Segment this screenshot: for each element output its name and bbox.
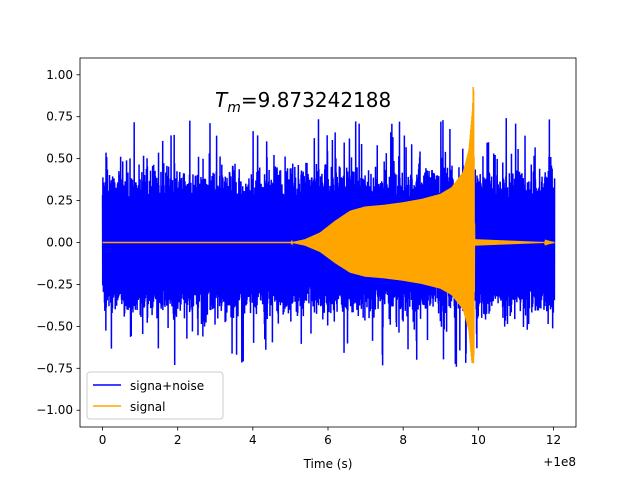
y-tick-label: 0.75 [46,110,73,124]
x-axis-offset-label: +1e8 [543,455,576,469]
series-line-signa-noise [101,118,556,367]
y-axis: −1.00 −0.75 −0.50 −0.25 0.00 0.25 0.50 0.75 1.00 [36,68,80,417]
y-tick-label: 0.50 [46,152,73,166]
legend: signa+noise signal [86,371,224,420]
x-axis-label: Time (s) [303,457,353,471]
legend-box [86,371,224,420]
y-tick-label: −0.50 [36,319,73,333]
x-tick-label: 12 [546,433,561,447]
plot-area [101,87,556,367]
y-tick-label: 1.00 [46,68,73,82]
y-tick-label: 0.25 [46,194,73,208]
y-tick-label: −1.00 [36,403,73,417]
tm-annotation: Tm=9.873242188 [215,88,391,116]
y-tick-label: −0.25 [36,277,73,291]
x-tick-label: 4 [249,433,257,447]
tm-annotation-subscript: m [227,100,241,116]
x-tick-label: 0 [99,433,107,447]
x-tick-label: 10 [471,433,486,447]
legend-label-signal: signal [130,400,166,414]
x-tick-label: 2 [174,433,182,447]
x-axis: 0 2 4 6 8 10 12 [99,427,561,447]
tm-annotation-symbol: T [215,88,229,112]
x-tick-label: 8 [399,433,407,447]
legend-label-signa-noise: signa+noise [130,379,204,393]
y-tick-label: 0.00 [46,236,73,250]
tm-annotation-value: =9.873242188 [241,88,391,112]
y-tick-label: −0.75 [36,361,73,375]
x-tick-label: 6 [324,433,332,447]
series-line-signal [102,87,555,364]
